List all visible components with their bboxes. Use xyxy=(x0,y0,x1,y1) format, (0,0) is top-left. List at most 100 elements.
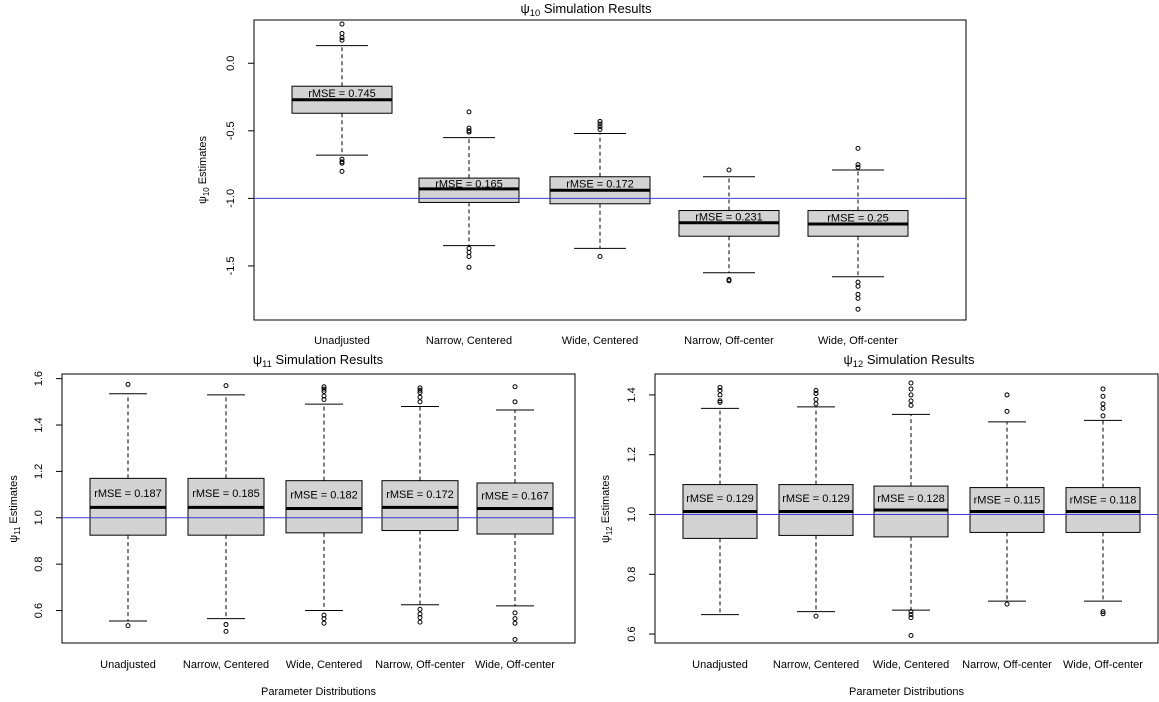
rmse-label: rMSE = 0.172 xyxy=(386,489,454,501)
box-iqr xyxy=(381,480,459,532)
box-4: rMSE = 0.115 xyxy=(969,392,1045,607)
outlier-point xyxy=(466,249,472,255)
rmse-label: rMSE = 0.745 xyxy=(308,88,376,100)
category-label: Narrow, Centered xyxy=(773,659,859,671)
y-tick-label: 0.8 xyxy=(626,567,638,582)
outlier-point xyxy=(1004,601,1010,607)
y-tick-label: 1.0 xyxy=(33,510,45,525)
outlier-point xyxy=(417,385,423,391)
outlier-point xyxy=(339,37,345,43)
category-label: Wide, Off-center xyxy=(1063,659,1143,671)
outlier-point xyxy=(908,392,914,398)
outlier-point xyxy=(855,291,861,297)
outlier-point xyxy=(339,21,345,27)
y-tick-label: 1.6 xyxy=(33,371,45,386)
x-axis-label: Parameter Distributions xyxy=(849,686,964,698)
outlier-point xyxy=(417,606,423,612)
outlier-point xyxy=(908,633,914,639)
outlier-point xyxy=(1004,408,1010,414)
outlier-point xyxy=(813,390,819,396)
outlier-point xyxy=(1100,413,1106,419)
rmse-label: rMSE = 0.129 xyxy=(686,493,754,505)
outlier-point xyxy=(813,613,819,619)
box-3: rMSE = 0.128 xyxy=(873,380,949,639)
category-label: Wide, Off-center xyxy=(818,335,898,347)
y-tick-label: 1.4 xyxy=(626,387,638,402)
category-label: Unadjusted xyxy=(314,335,370,347)
chart-title: ψ12 Simulation Results xyxy=(844,352,975,369)
outlier-point xyxy=(321,386,327,392)
chart-psi12: ψ12 Simulation Results ψ12 Estimates 0.6 0.… xyxy=(600,352,1159,698)
category-label: Wide, Off-center xyxy=(475,659,555,671)
rmse-label: rMSE = 0.129 xyxy=(782,493,850,505)
rmse-label: rMSE = 0.167 xyxy=(481,491,549,503)
rmse-label: rMSE = 0.187 xyxy=(94,488,162,500)
category-label: Narrow, Off-center xyxy=(684,335,774,347)
category-label: Wide, Centered xyxy=(286,659,362,671)
y-tick-label: 1.4 xyxy=(33,417,45,432)
outlier-point xyxy=(717,399,723,405)
outlier-point xyxy=(908,386,914,392)
category-label: Unadjusted xyxy=(100,659,156,671)
outlier-point xyxy=(321,388,327,394)
outlier-point xyxy=(813,396,819,402)
outlier-point xyxy=(908,615,914,621)
outlier-point xyxy=(321,620,327,626)
box-2: rMSE = 0.185 xyxy=(187,383,265,634)
outlier-point xyxy=(717,384,723,390)
box-4: rMSE = 0.172 xyxy=(381,385,459,625)
box-5: rMSE = 0.167 xyxy=(476,384,554,643)
outlier-point xyxy=(321,397,327,403)
outlier-point xyxy=(1100,609,1106,615)
category-label: Narrow, Off-center xyxy=(962,659,1052,671)
box-3: rMSE = 0.172 xyxy=(549,118,651,259)
outlier-point xyxy=(321,384,327,390)
box-5: rMSE = 0.25 xyxy=(807,145,909,312)
y-tick-label: 0.8 xyxy=(33,557,45,572)
rmse-label: rMSE = 0.118 xyxy=(1070,495,1137,507)
box-2: rMSE = 0.165 xyxy=(418,109,520,270)
outlier-point xyxy=(597,126,603,132)
box-3: rMSE = 0.182 xyxy=(285,384,363,626)
chart-title: ψ11 Simulation Results xyxy=(253,352,384,369)
outlier-point xyxy=(417,611,423,617)
chart-psi10: ψ10 Simulation Results ψ10 Estimates 0.0 -0… xyxy=(197,1,967,347)
box-5: rMSE = 0.118 xyxy=(1065,386,1141,617)
x-axis-label: Parameter Distributions xyxy=(261,686,376,698)
category-label: Narrow, Off-center xyxy=(375,659,465,671)
outlier-point xyxy=(908,609,914,615)
rmse-label: rMSE = 0.172 xyxy=(566,179,634,191)
category-label: Unadjusted xyxy=(692,659,748,671)
outlier-point xyxy=(1100,405,1106,411)
y-tick-label: 1.0 xyxy=(626,507,638,522)
box-1: rMSE = 0.745 xyxy=(291,21,393,174)
outlier-point xyxy=(597,124,603,130)
outlier-point xyxy=(1004,392,1010,398)
outlier-point xyxy=(321,393,327,399)
outlier-point xyxy=(908,402,914,408)
box-1: rMSE = 0.187 xyxy=(89,381,167,629)
plot-frame xyxy=(253,19,967,321)
outlier-point xyxy=(512,384,518,390)
rmse-label: rMSE = 0.182 xyxy=(290,490,358,502)
y-axis-label: ψ10 Estimates xyxy=(197,136,211,204)
outlier-point xyxy=(855,306,861,312)
y-tick-label: 1.2 xyxy=(33,464,45,479)
outlier-point xyxy=(417,390,423,396)
outlier-point xyxy=(726,167,732,173)
outlier-point xyxy=(855,162,861,168)
outlier-point xyxy=(597,121,603,127)
chart-psi11: ψ11 Simulation Results ψ11 Estimates 0.6 0.… xyxy=(8,352,576,698)
y-tick-label: 0.6 xyxy=(626,626,638,641)
outlier-point xyxy=(597,118,603,124)
rmse-label: rMSE = 0.185 xyxy=(192,488,260,500)
y-tick-label: 1.2 xyxy=(626,447,638,462)
category-label: Wide, Centered xyxy=(873,659,949,671)
outlier-point xyxy=(339,160,345,166)
outlier-point xyxy=(466,264,472,270)
outlier-point xyxy=(417,387,423,393)
rmse-label: rMSE = 0.128 xyxy=(877,493,945,505)
outlier-point xyxy=(512,637,518,643)
outlier-point xyxy=(726,278,732,284)
